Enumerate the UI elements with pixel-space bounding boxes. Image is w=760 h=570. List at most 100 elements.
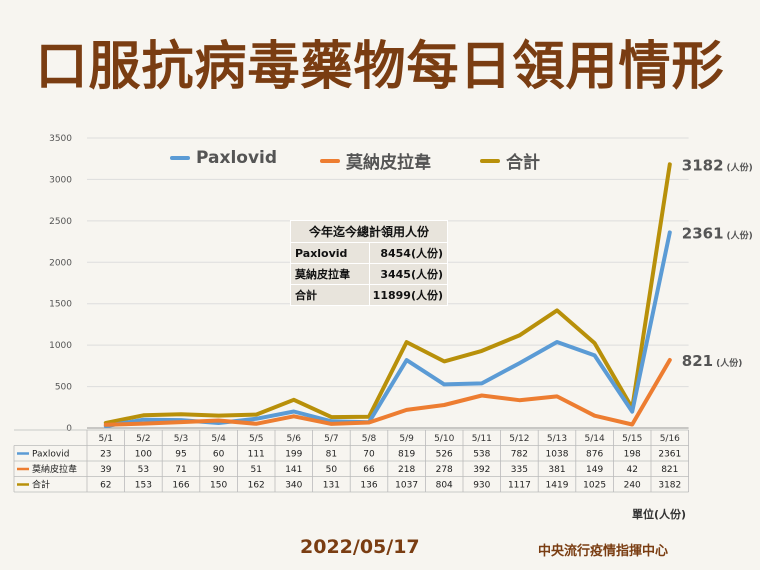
x-tick-label: 5/4: [211, 434, 226, 444]
table-series-label: 莫納皮拉韋: [32, 463, 77, 475]
y-tick-label: 3500: [49, 134, 72, 144]
data-label: 71: [175, 465, 186, 475]
y-tick-label: 1000: [49, 341, 72, 351]
legend-label-paxlovid: Paxlovid: [196, 148, 278, 168]
callout-paxlovid: 2361 (人份): [682, 224, 753, 242]
data-label: 62: [100, 481, 111, 491]
data-label: 199: [285, 450, 302, 460]
data-label: 162: [248, 481, 265, 491]
line-chart: 0 500 1000 1500 2000 2500 3000 3500 5/1 5/2 5/3 5/4…: [13, 134, 753, 493]
x-tick-label: 5/3: [174, 434, 188, 444]
x-tick-label: 5/1: [99, 434, 113, 444]
x-tick-label: 5/2: [136, 434, 150, 444]
callout-molnupiravir: 821 (人份): [682, 352, 743, 370]
data-label: 1419: [546, 481, 569, 491]
x-tick-label: 5/13: [547, 434, 567, 444]
data-label: 381: [548, 465, 565, 475]
data-label: 538: [473, 450, 490, 460]
summary-row-paxlovid: Paxlovid 8454(人份): [291, 243, 447, 264]
data-label: 81: [326, 450, 337, 460]
x-tick-label: 5/16: [660, 434, 680, 444]
data-label: 150: [210, 481, 227, 491]
data-label: 2361: [658, 450, 681, 460]
legend-label-molnupiravir: 莫納皮拉韋: [346, 153, 431, 173]
data-label: 111: [248, 450, 265, 460]
data-label: 153: [135, 481, 152, 491]
data-label: 136: [360, 481, 377, 491]
data-label: 198: [624, 450, 641, 460]
summary-value: 11899(人份): [372, 289, 443, 302]
y-tick-label: 2000: [49, 258, 72, 268]
page-title: 口服抗病毒藥物每日領用情形: [35, 37, 725, 97]
summary-row-total: 合計 11899(人份): [291, 285, 447, 305]
data-label: 23: [100, 450, 111, 460]
data-label: 782: [511, 450, 528, 460]
data-label: 804: [436, 481, 453, 491]
data-label: 66: [363, 465, 375, 475]
footer-date: 2022/05/17: [300, 536, 420, 558]
data-label: 166: [172, 481, 189, 491]
data-label: 100: [135, 450, 152, 460]
x-tick-label: 5/12: [509, 434, 529, 444]
legend-molnupiravir: 莫納皮拉韋: [320, 148, 431, 173]
legend-paxlovid: Paxlovid: [170, 148, 277, 168]
y-tick-label: 2500: [49, 217, 72, 227]
data-label: 876: [586, 450, 603, 460]
callout-total: 3182 (人份): [682, 156, 753, 174]
data-label: 340: [285, 481, 302, 491]
summary-label: 莫納皮拉韋: [291, 264, 370, 284]
y-tick-label: 1500: [49, 300, 72, 310]
summary-label: Paxlovid: [291, 243, 370, 263]
data-label: 1038: [546, 450, 569, 460]
data-label: 51: [250, 465, 261, 475]
data-label: 42: [626, 465, 637, 475]
data-label: 526: [436, 450, 453, 460]
table-series-label: 合計: [32, 479, 50, 491]
legend-swatch-total: [480, 158, 500, 163]
data-label: 70: [363, 450, 375, 460]
legend-swatch-molnupiravir: [320, 158, 340, 163]
summary-row-molnupiravir: 莫納皮拉韋 3445(人份): [291, 264, 447, 285]
x-tick-label: 5/5: [249, 434, 263, 444]
data-label: 930: [473, 481, 490, 491]
data-label: 335: [511, 465, 528, 475]
data-label: 821: [661, 465, 678, 475]
y-tick-label: 3000: [49, 175, 72, 185]
summary-table: 今年迄今總計領用人份 Paxlovid 8454(人份) 莫納皮拉韋 3445(…: [290, 220, 448, 306]
data-label: 240: [624, 481, 641, 491]
unit-note: 單位(人份): [632, 508, 687, 521]
table-series-label: Paxlovid: [32, 450, 69, 460]
x-tick-label: 5/10: [434, 434, 454, 444]
x-tick-label: 5/14: [584, 434, 604, 444]
summary-label: 合計: [291, 285, 370, 305]
y-tick-label: 500: [55, 383, 72, 393]
legend-swatch-paxlovid: [170, 156, 190, 160]
data-label: 3182: [658, 481, 681, 491]
data-label: 1025: [583, 481, 606, 491]
data-label: 53: [138, 465, 149, 475]
data-label: 90: [213, 465, 225, 475]
legend-total: 合計: [480, 148, 540, 173]
data-label: 392: [473, 465, 490, 475]
data-label: 1117: [508, 481, 531, 491]
summary-value: 8454(人份): [380, 247, 443, 260]
data-label: 60: [213, 450, 225, 460]
y-tick-label: 0: [66, 424, 72, 434]
data-label: 149: [586, 465, 603, 475]
data-label: 39: [100, 465, 112, 475]
data-label: 141: [285, 465, 302, 475]
x-tick-label: 5/7: [324, 434, 338, 444]
series-line: [103, 358, 672, 427]
x-tick-label: 5/9: [399, 434, 414, 444]
data-label: 218: [398, 465, 415, 475]
data-label: 95: [175, 450, 186, 460]
footer-org: 中央流行疫情指揮中心: [538, 544, 669, 559]
data-label: 131: [323, 481, 340, 491]
x-tick-label: 5/8: [362, 434, 377, 444]
summary-value: 3445(人份): [380, 268, 443, 281]
data-label: 1037: [395, 481, 418, 491]
summary-heading: 今年迄今總計領用人份: [291, 221, 447, 243]
data-label: 819: [398, 450, 415, 460]
data-label: 50: [326, 465, 338, 475]
data-label: 278: [436, 465, 453, 475]
